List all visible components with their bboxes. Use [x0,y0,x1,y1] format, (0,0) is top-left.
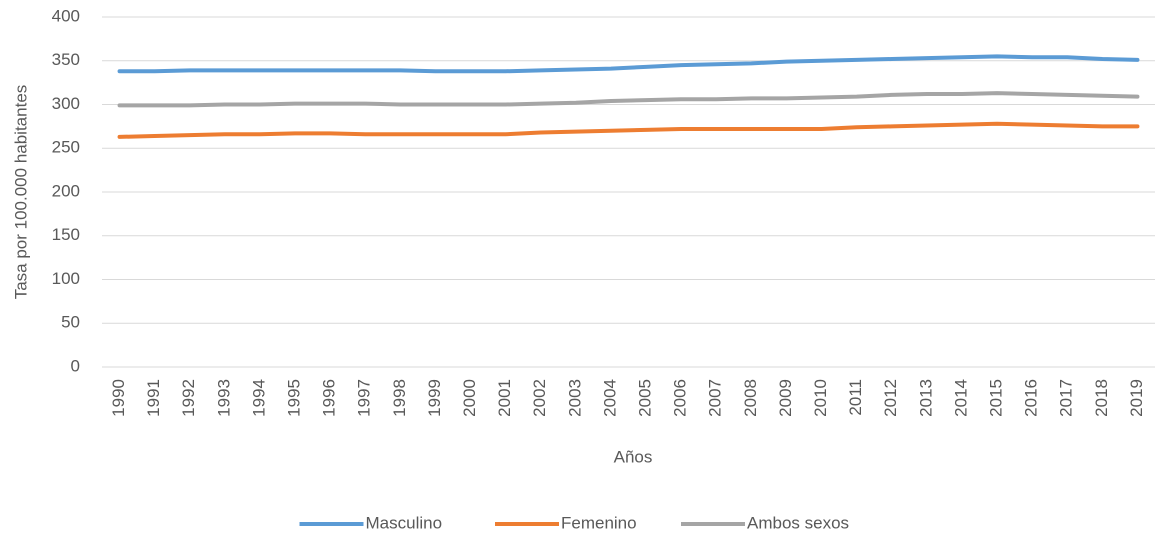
x-tick-label: 2002 [530,379,549,417]
x-tick-label: 1996 [320,379,339,417]
x-tick-label: 2001 [495,379,514,417]
legend-label: Ambos sexos [747,513,849,532]
x-tick-label: 2000 [460,379,479,417]
x-tick-label: 2004 [600,379,619,417]
y-tick-label: 400 [52,6,80,25]
x-tick-label: 1990 [109,379,128,417]
x-tick-label: 2019 [1127,379,1146,417]
x-tick-label: 1995 [285,379,304,417]
x-tick-label: 2005 [636,379,655,417]
x-tick-label: 2016 [1022,379,1041,417]
legend-label: Femenino [561,513,637,532]
x-tick-label: 2009 [776,379,795,417]
y-tick-label: 250 [52,138,80,157]
x-tick-label: 2014 [951,379,970,417]
x-tick-label: 2006 [671,379,690,417]
y-tick-label: 300 [52,94,80,113]
x-tick-label: 1993 [214,379,233,417]
line-series [117,121,1140,139]
x-tick-label: 1994 [249,379,268,417]
x-tick-label: 1999 [425,379,444,417]
y-tick-label: 350 [52,50,80,69]
x-tick-label: 2012 [881,379,900,417]
legend-label: Masculino [366,513,443,532]
x-tick-label: 2015 [987,379,1006,417]
line-series [117,54,1140,74]
y-tick-label: 50 [61,313,80,332]
y-tick-label: 150 [52,225,80,244]
line-series [117,91,1140,108]
x-tick-label: 2010 [811,379,830,417]
x-tick-label: 1991 [144,379,163,417]
x-tick-label: 2018 [1092,379,1111,417]
x-tick-label: 2013 [916,379,935,417]
y-axis-title: Tasa por 100.000 habitantes [11,85,30,300]
y-tick-label: 200 [52,181,80,200]
x-tick-label: 2011 [846,379,865,416]
y-tick-label: 100 [52,269,80,288]
x-tick-label: 1992 [179,379,198,417]
x-tick-label: 2007 [706,379,725,417]
x-tick-label: 2008 [741,379,760,417]
x-axis-title: Años [614,447,653,466]
x-tick-label: 2017 [1057,379,1076,417]
x-tick-label: 1997 [355,379,374,417]
x-tick-label: 2003 [565,379,584,417]
x-tick-label: 1998 [390,379,409,417]
y-tick-label: 0 [71,356,80,375]
